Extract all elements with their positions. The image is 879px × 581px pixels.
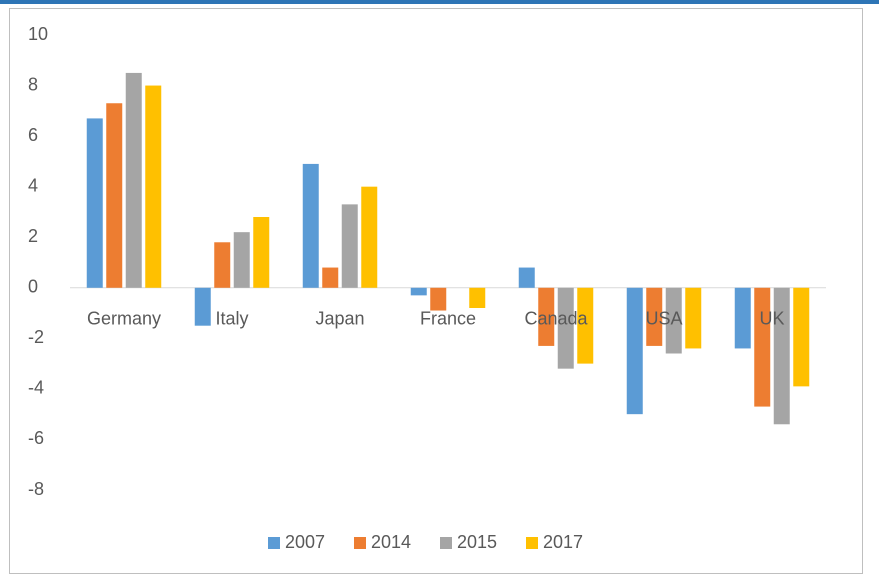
- bar: [518, 267, 535, 288]
- legend-swatch: [526, 537, 538, 549]
- x-tick-label: Canada: [524, 309, 588, 329]
- top-bar: [0, 0, 879, 4]
- x-tick-label: France: [420, 309, 476, 329]
- bar: [341, 204, 358, 288]
- bar: [253, 217, 270, 288]
- bar: [361, 186, 378, 288]
- y-tick-label: 4: [28, 175, 38, 195]
- bar: [233, 232, 250, 288]
- legend-label: 2007: [285, 532, 325, 552]
- bar: [214, 242, 231, 288]
- bar: [322, 267, 339, 288]
- legend-swatch: [354, 537, 366, 549]
- bar: [145, 85, 162, 288]
- bar: [734, 287, 751, 349]
- bar: [773, 287, 790, 425]
- bar: [665, 287, 682, 354]
- legend-swatch: [440, 537, 452, 549]
- y-tick-label: -6: [28, 428, 44, 448]
- bar: [430, 287, 447, 311]
- y-tick-label: -4: [28, 378, 44, 398]
- x-tick-label: Japan: [315, 309, 364, 329]
- legend-label: 2015: [457, 532, 497, 552]
- bar: [685, 287, 702, 349]
- x-tick-label: UK: [759, 309, 784, 329]
- bar: [793, 287, 810, 387]
- bar: [86, 118, 103, 288]
- y-tick-label: 0: [28, 277, 38, 297]
- bar: [557, 287, 574, 369]
- legend-swatch: [268, 537, 280, 549]
- x-tick-label: Italy: [215, 309, 248, 329]
- y-tick-label: -2: [28, 327, 44, 347]
- y-tick-label: 10: [28, 24, 48, 44]
- y-tick-label: 8: [28, 74, 38, 94]
- bar: [538, 287, 555, 346]
- y-tick-label: -8: [28, 479, 44, 499]
- x-tick-label: USA: [645, 309, 682, 329]
- y-tick-label: 6: [28, 125, 38, 145]
- bar: [194, 287, 211, 326]
- bar: [410, 287, 427, 296]
- y-tick-label: 2: [28, 226, 38, 246]
- bar: [626, 287, 643, 415]
- legend-label: 2017: [543, 532, 583, 552]
- bar: [754, 287, 771, 407]
- frame: [9, 8, 863, 574]
- legend-label: 2014: [371, 532, 411, 552]
- bar: [646, 287, 663, 346]
- x-tick-label: Germany: [87, 309, 161, 329]
- bar: [125, 72, 142, 288]
- bar: [469, 287, 486, 308]
- bar: [302, 163, 319, 288]
- bar: [106, 103, 123, 288]
- bar: [577, 287, 594, 364]
